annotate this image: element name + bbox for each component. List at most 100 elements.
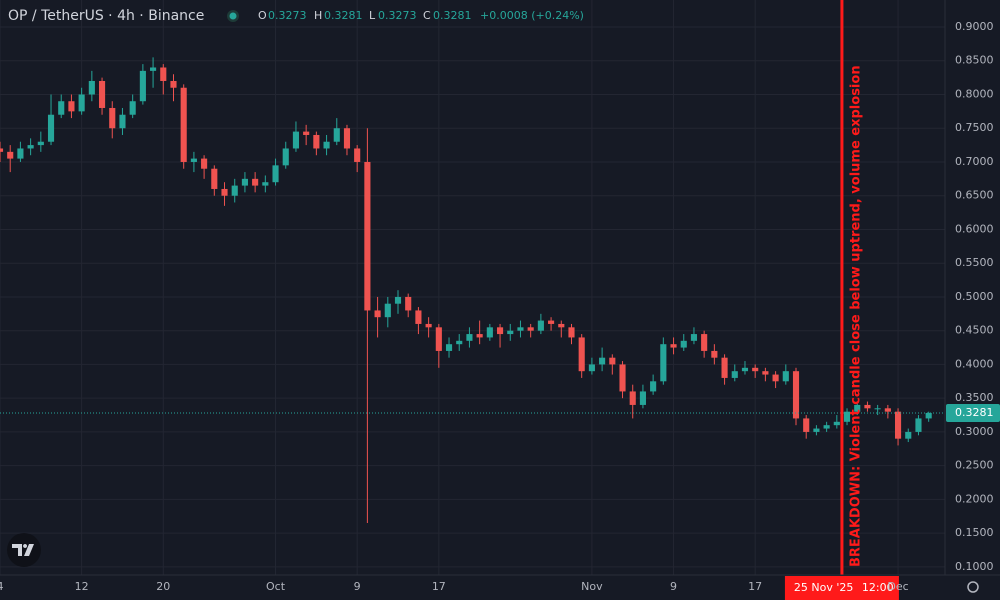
candle-body	[833, 421, 840, 426]
c-value: 0.3281	[433, 9, 472, 22]
candle-body	[558, 323, 565, 328]
candle-body	[211, 168, 218, 189]
candle-body	[782, 371, 789, 382]
x-tick-label: 12	[75, 580, 89, 593]
tv-logo	[7, 533, 41, 567]
y-tick-label: 0.8500	[955, 54, 994, 67]
candle	[221, 182, 228, 206]
candle	[711, 344, 718, 365]
candle-body	[0, 148, 4, 152]
y-tick-label: 0.2000	[955, 492, 994, 505]
y-tick-label: 0.2500	[955, 459, 994, 472]
candle	[231, 178, 238, 203]
candle	[405, 293, 412, 318]
candle-body	[864, 404, 871, 409]
candle-body	[88, 80, 95, 95]
candle	[37, 131, 44, 152]
l-value: 0.3273	[378, 9, 417, 22]
y-tick-label: 0.1000	[955, 560, 994, 573]
candle-body	[27, 145, 34, 149]
candle	[803, 415, 810, 439]
candle-body	[486, 327, 493, 338]
candle-body	[701, 334, 708, 351]
candle-body	[752, 367, 759, 372]
candle	[364, 128, 371, 524]
candle-body	[721, 357, 728, 378]
candle-body	[925, 412, 932, 419]
candle	[180, 84, 187, 169]
change: +0.0008 (+0.24%)	[480, 9, 584, 22]
candle-body	[241, 178, 248, 186]
candle-body	[221, 188, 228, 196]
candle	[445, 337, 453, 358]
x-tick-label: Nov	[581, 580, 603, 593]
candle	[27, 138, 34, 156]
y-tick-label: 0.8000	[955, 87, 994, 100]
candle	[476, 320, 483, 345]
candle-body	[47, 114, 55, 142]
candle	[466, 327, 473, 348]
candle	[374, 296, 381, 338]
candle-body	[323, 141, 330, 149]
candle-body	[139, 70, 146, 102]
candle-body	[160, 67, 167, 81]
candle	[7, 145, 14, 173]
candle	[262, 175, 269, 193]
candle-body	[17, 148, 24, 159]
candle-body	[394, 296, 402, 304]
candle-body	[660, 344, 667, 382]
candle-body	[599, 357, 606, 365]
l-label: L	[369, 9, 376, 22]
h-label: H	[314, 9, 322, 22]
y-tick-label: 0.7000	[955, 155, 994, 168]
candle-body	[762, 371, 769, 375]
h-value: 0.3281	[324, 9, 363, 22]
y-tick-label: 0.9000	[955, 20, 994, 33]
symbol: OP / TetherUS · 4h · Binance	[8, 8, 204, 24]
candle-body	[190, 158, 197, 162]
settings-icon[interactable]	[967, 581, 979, 593]
last-price-box	[946, 403, 1000, 422]
header: OP / TetherUS · 4h · Binance O 0.3273 H …	[8, 8, 584, 24]
candle-body	[313, 134, 320, 149]
gear[interactable]	[967, 581, 979, 593]
candle	[813, 425, 820, 436]
candle-body	[690, 334, 698, 341]
candle	[88, 70, 95, 102]
candle-body	[537, 320, 544, 331]
candle-body	[129, 101, 136, 115]
candle	[670, 337, 677, 355]
candle-body	[343, 128, 351, 149]
candle	[119, 107, 126, 135]
candle	[782, 364, 789, 385]
candle-body	[803, 418, 810, 432]
candle	[160, 64, 167, 95]
candle-body	[405, 296, 412, 311]
candle	[109, 101, 116, 139]
candle	[588, 357, 595, 375]
candle-body	[170, 80, 177, 88]
y-tick-label: 0.6500	[955, 189, 994, 202]
candle-body	[843, 411, 851, 422]
candle-body	[813, 428, 820, 432]
candle-body	[292, 131, 300, 149]
candle-body	[915, 418, 922, 432]
candle-body	[37, 141, 44, 146]
candle	[690, 327, 698, 345]
candle-body	[262, 182, 269, 186]
candle	[58, 94, 65, 119]
candle	[650, 374, 657, 395]
candle	[507, 323, 514, 341]
candle-body	[476, 334, 483, 338]
candle-body	[466, 334, 473, 341]
candle	[843, 408, 851, 426]
candle	[609, 354, 616, 375]
candle-body	[578, 337, 585, 372]
candle-body	[639, 391, 646, 405]
candle	[98, 77, 106, 115]
candle	[792, 367, 800, 426]
candle-body	[456, 340, 463, 345]
crosshair-date-box	[784, 576, 899, 600]
candle	[629, 384, 636, 419]
